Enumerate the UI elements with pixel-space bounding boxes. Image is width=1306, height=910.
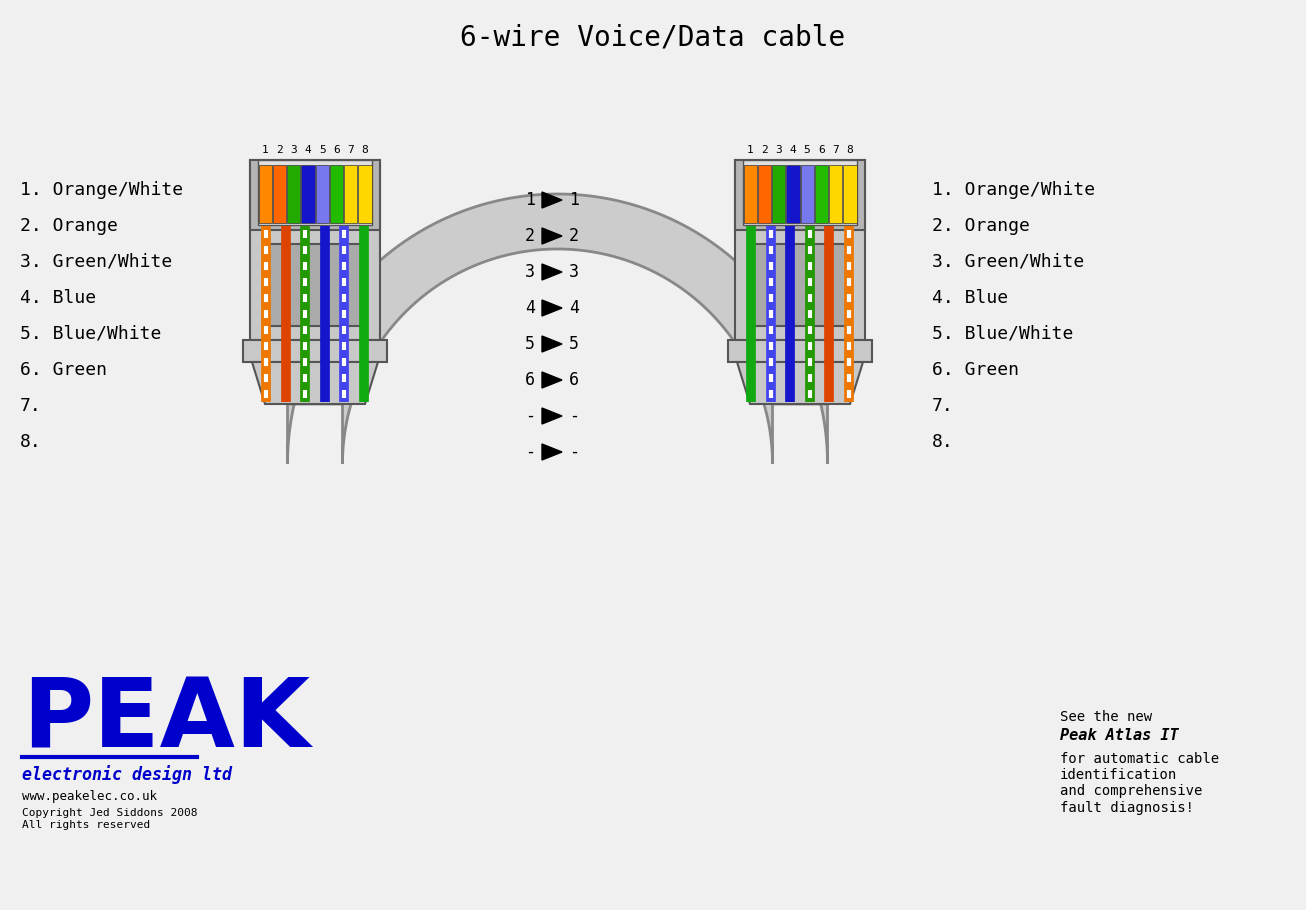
Bar	[815, 165, 828, 223]
Text: 4. Blue: 4. Blue	[20, 289, 97, 307]
Bar	[743, 165, 756, 223]
Text: 4: 4	[790, 145, 797, 155]
Text: electronic design ltd: electronic design ltd	[22, 765, 232, 784]
Text: 6: 6	[818, 145, 825, 155]
Polygon shape	[542, 336, 562, 352]
Polygon shape	[542, 408, 562, 424]
Text: 2. Orange: 2. Orange	[20, 217, 118, 235]
Bar	[287, 165, 300, 223]
Polygon shape	[252, 362, 377, 404]
Text: 1. Orange/White: 1. Orange/White	[932, 181, 1096, 199]
Text: 3: 3	[290, 145, 296, 155]
Text: 6: 6	[333, 145, 340, 155]
Bar	[727, 340, 872, 362]
Text: 2: 2	[569, 227, 579, 245]
Text: 3: 3	[569, 263, 579, 281]
Text: 1: 1	[525, 191, 535, 209]
Bar	[735, 160, 865, 340]
Bar	[743, 160, 857, 225]
Bar	[829, 165, 842, 223]
Text: 4. Blue: 4. Blue	[932, 289, 1008, 307]
Text: 5: 5	[803, 145, 811, 155]
Text: 3. Green/White: 3. Green/White	[932, 253, 1084, 271]
Bar	[273, 165, 286, 223]
Text: 5. Blue/White: 5. Blue/White	[932, 325, 1074, 343]
Text: 5: 5	[525, 335, 535, 353]
Bar	[358, 165, 371, 223]
Text: 5. Blue/White: 5. Blue/White	[20, 325, 162, 343]
Bar	[757, 165, 771, 223]
Text: 7: 7	[832, 145, 838, 155]
Polygon shape	[542, 192, 562, 208]
Text: 5: 5	[319, 145, 325, 155]
Text: www.peakelec.co.uk: www.peakelec.co.uk	[22, 790, 157, 803]
Text: Copyright Jed Siddons 2008
All rights reserved: Copyright Jed Siddons 2008 All rights re…	[22, 808, 197, 830]
Text: -: -	[525, 407, 535, 425]
Bar	[329, 165, 343, 223]
Text: 8.: 8.	[20, 433, 42, 451]
Bar	[302, 165, 315, 223]
Bar	[259, 160, 372, 225]
Text: 8.: 8.	[932, 433, 953, 451]
Text: 1. Orange/White: 1. Orange/White	[20, 181, 183, 199]
Bar	[249, 160, 380, 230]
Bar	[801, 165, 814, 223]
Text: 7.: 7.	[20, 397, 42, 415]
Text: See the new: See the new	[1060, 710, 1152, 724]
Text: 8: 8	[846, 145, 853, 155]
Text: 4: 4	[569, 299, 579, 317]
Bar	[249, 160, 380, 340]
Text: 7.: 7.	[932, 397, 953, 415]
Text: 3. Green/White: 3. Green/White	[20, 253, 172, 271]
Text: 1: 1	[261, 145, 269, 155]
Text: 2. Orange: 2. Orange	[932, 217, 1030, 235]
Text: 2: 2	[276, 145, 283, 155]
Bar	[259, 165, 272, 223]
Text: 1: 1	[569, 191, 579, 209]
Text: PEAK: PEAK	[22, 675, 310, 768]
Text: for automatic cable
identification
and comprehensive
fault diagnosis!: for automatic cable identification and c…	[1060, 752, 1218, 814]
Polygon shape	[737, 362, 863, 404]
Bar	[844, 165, 857, 223]
Text: 6. Green: 6. Green	[20, 361, 107, 379]
Polygon shape	[542, 372, 562, 388]
Text: 6-wire Voice/Data cable: 6-wire Voice/Data cable	[461, 24, 845, 52]
Bar	[772, 165, 785, 223]
Text: 3: 3	[776, 145, 782, 155]
Text: 5: 5	[569, 335, 579, 353]
Text: 4: 4	[304, 145, 311, 155]
Text: 8: 8	[362, 145, 368, 155]
Text: 1: 1	[747, 145, 754, 155]
Text: Peak Atlas IT: Peak Atlas IT	[1060, 728, 1178, 743]
Text: 7: 7	[347, 145, 354, 155]
Text: 4: 4	[525, 299, 535, 317]
Text: 6. Green: 6. Green	[932, 361, 1019, 379]
Polygon shape	[542, 444, 562, 460]
Bar	[735, 160, 865, 230]
Bar	[754, 244, 848, 326]
Bar	[243, 340, 387, 362]
Bar	[786, 165, 799, 223]
Text: 2: 2	[525, 227, 535, 245]
Text: 6: 6	[525, 371, 535, 389]
Polygon shape	[542, 264, 562, 280]
Text: -: -	[569, 443, 579, 461]
Polygon shape	[542, 300, 562, 316]
Text: -: -	[569, 407, 579, 425]
Text: -: -	[525, 443, 535, 461]
Bar	[316, 165, 329, 223]
Text: 3: 3	[525, 263, 535, 281]
Polygon shape	[287, 194, 828, 464]
Bar	[268, 244, 362, 326]
Polygon shape	[542, 228, 562, 244]
Text: 6: 6	[569, 371, 579, 389]
Bar	[343, 165, 358, 223]
Text: 2: 2	[761, 145, 768, 155]
